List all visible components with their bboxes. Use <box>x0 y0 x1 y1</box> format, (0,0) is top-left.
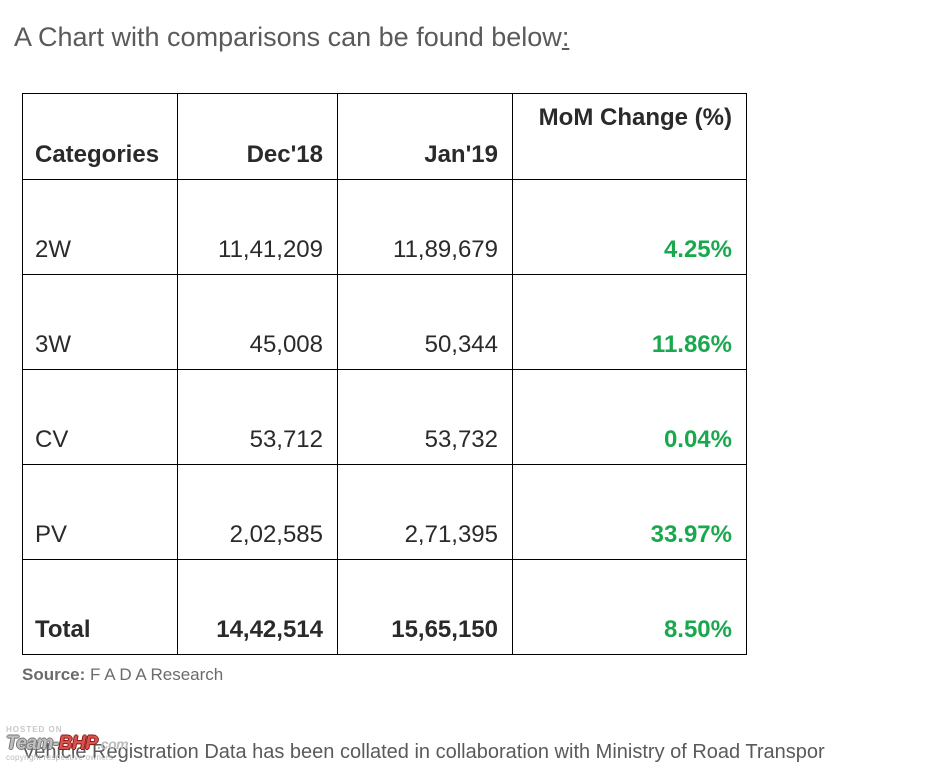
cell-mom: 8.50% <box>513 560 747 655</box>
cell-category: 2W <box>23 180 178 275</box>
comparison-table: Categories Dec'18 Jan'19 MoM Change (%) … <box>22 93 747 655</box>
title-text: A Chart with comparisons can be found be… <box>14 22 562 52</box>
cell-category: Total <box>23 560 178 655</box>
cell-dec18: 14,42,514 <box>178 560 338 655</box>
table-row: CV 53,712 53,732 0.04% <box>23 370 747 465</box>
col-header-mom-line2: (%) <box>695 104 732 131</box>
page-title: A Chart with comparisons can be found be… <box>0 0 929 63</box>
source-label: Source: <box>22 665 85 684</box>
comparison-table-container: Categories Dec'18 Jan'19 MoM Change (%) … <box>0 63 929 655</box>
title-colon: : <box>562 22 570 52</box>
watermark: HOSTED ON Team-BHP.com copyright respect… <box>6 725 128 762</box>
table-row: PV 2,02,585 2,71,395 33.97% <box>23 465 747 560</box>
watermark-bhp: BHP <box>59 733 98 754</box>
cell-jan19: 50,344 <box>338 275 513 370</box>
table-header-row: Categories Dec'18 Jan'19 MoM Change (%) <box>23 94 747 180</box>
cell-category: CV <box>23 370 178 465</box>
cell-jan19: 11,89,679 <box>338 180 513 275</box>
table-row: 3W 45,008 50,344 11.86% <box>23 275 747 370</box>
cell-jan19: 15,65,150 <box>338 560 513 655</box>
cell-dec18: 2,02,585 <box>178 465 338 560</box>
cell-mom: 11.86% <box>513 275 747 370</box>
watermark-copyright: copyright respective owners <box>6 753 128 762</box>
footer-note: Vehicle Registration Data has been colla… <box>0 685 929 764</box>
watermark-logo: Team-BHP.com <box>6 734 128 753</box>
source-text: F A D A Research <box>85 665 223 684</box>
cell-dec18: 53,712 <box>178 370 338 465</box>
cell-jan19: 53,732 <box>338 370 513 465</box>
col-header-mom-line1: MoM Change <box>539 104 688 131</box>
cell-mom: 4.25% <box>513 180 747 275</box>
col-header-dec18: Dec'18 <box>178 94 338 180</box>
cell-mom: 33.97% <box>513 465 747 560</box>
cell-jan19: 2,71,395 <box>338 465 513 560</box>
cell-category: 3W <box>23 275 178 370</box>
col-header-categories: Categories <box>23 94 178 180</box>
cell-dec18: 11,41,209 <box>178 180 338 275</box>
table-row-total: Total 14,42,514 15,65,150 8.50% <box>23 560 747 655</box>
table-row: 2W 11,41,209 11,89,679 4.25% <box>23 180 747 275</box>
source-line: Source: F A D A Research <box>0 655 929 685</box>
watermark-com: .com <box>97 736 128 752</box>
cell-mom: 0.04% <box>513 370 747 465</box>
col-header-jan19: Jan'19 <box>338 94 513 180</box>
cell-dec18: 45,008 <box>178 275 338 370</box>
cell-category: PV <box>23 465 178 560</box>
col-header-mom: MoM Change (%) <box>513 94 747 180</box>
watermark-team: Team- <box>6 733 59 754</box>
